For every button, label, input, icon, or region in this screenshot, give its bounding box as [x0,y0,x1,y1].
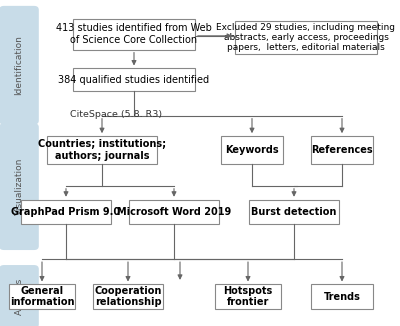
Text: Countries; institutions;
authors; journals: Countries; institutions; authors; journa… [38,139,166,161]
Bar [235,21,377,54]
Bar [311,136,373,164]
Bar [9,284,75,309]
Text: Keywords: Keywords [225,145,279,155]
Text: Identification: Identification [14,35,24,95]
FancyBboxPatch shape [0,6,39,125]
Bar [47,136,157,164]
Text: 413 studies identified from Web
of Science Core Collection: 413 studies identified from Web of Scien… [56,23,212,45]
Bar [215,284,281,309]
Bar [249,200,339,224]
Text: General
information: General information [10,286,74,307]
Bar [73,19,195,50]
Text: Hotspots
frontier: Hotspots frontier [223,286,273,307]
Bar [93,284,163,309]
Text: Excluded 29 studies, including meeting
abstracts, early access, proceedings
pape: Excluded 29 studies, including meeting a… [216,22,396,52]
Text: References: References [311,145,373,155]
FancyBboxPatch shape [0,123,39,250]
Text: Visualization: Visualization [14,158,24,215]
Bar [221,136,283,164]
Text: GraphPad Prism 9.0: GraphPad Prism 9.0 [12,207,120,217]
Text: Trends: Trends [324,292,360,302]
Text: Microsoft Word 2019: Microsoft Word 2019 [117,207,231,217]
Text: Burst detection: Burst detection [251,207,337,217]
Bar [311,284,373,309]
Text: CiteSpace (5.8. R3): CiteSpace (5.8. R3) [70,110,162,119]
Text: Cooperation
relationship: Cooperation relationship [94,286,162,307]
Text: Analysis: Analysis [14,278,24,315]
Text: 384 qualified studies identified: 384 qualified studies identified [58,75,210,85]
FancyBboxPatch shape [0,265,39,326]
Bar [129,200,219,224]
Bar [73,68,195,91]
Bar [21,200,111,224]
